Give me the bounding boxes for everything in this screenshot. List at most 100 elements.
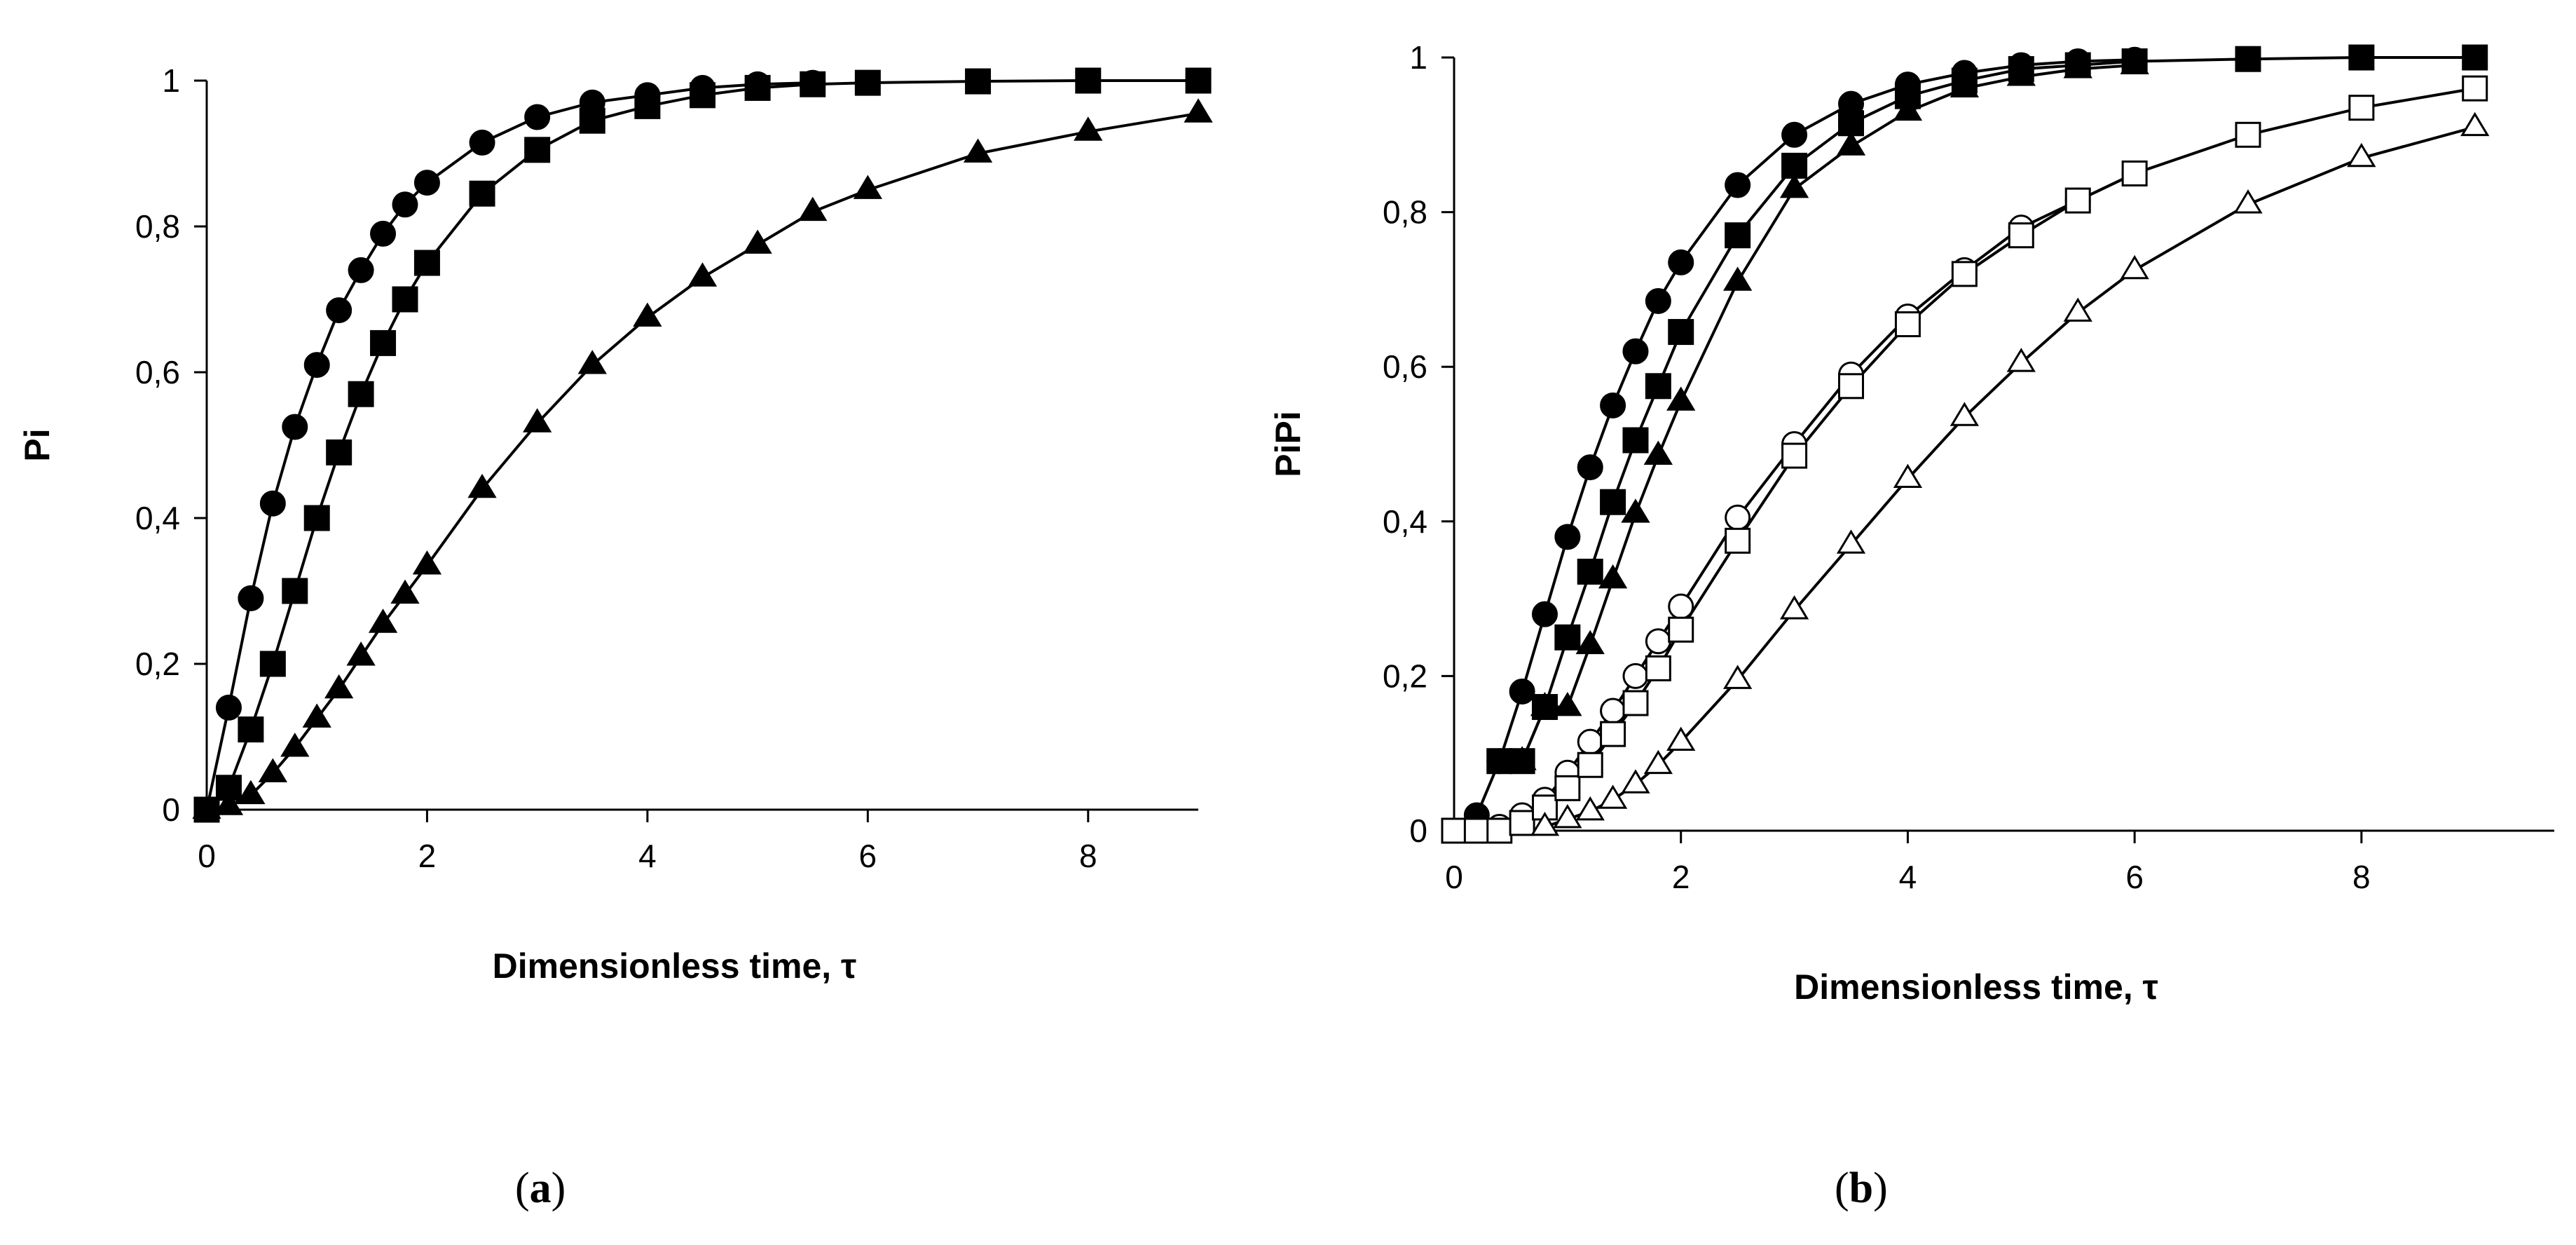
chart-b-open-circles-point: [1645, 628, 1671, 655]
panel-label-a: (a): [515, 1164, 566, 1212]
chart-a-ytick-label: 0,4: [135, 500, 180, 536]
chart-b-filled-circles-point: [1509, 678, 1535, 705]
chart-b-filled-triangles-point: [1575, 630, 1605, 655]
chart-b-open-triangles-point: [1530, 811, 1560, 836]
chart-a-filled-squares-point: [965, 68, 992, 95]
chart-b-open-triangles-point: [2460, 111, 2490, 137]
chart-b-filled-triangles-point: [1530, 692, 1560, 716]
chart-b-open-circles-point: [1622, 662, 1649, 689]
chart-a-filled-circles-point: [303, 352, 330, 379]
chart-a-ylabel: Pi: [18, 428, 57, 461]
chart-a-filled-squares-point: [744, 74, 771, 101]
chart-a-filled-circles-point: [392, 191, 418, 218]
chart-b-open-triangles-point: [1836, 529, 1866, 554]
chart-b-open-triangles-point: [1598, 784, 1628, 809]
chart-b-open-squares-point: [2348, 95, 2375, 121]
chart-b-open-squares-point: [1600, 721, 1626, 747]
chart-a-filled-triangles-point: [467, 473, 497, 498]
chart-b-filled-triangles-point: [2063, 54, 2092, 79]
chart-b-filled-circles-point: [1531, 601, 1558, 627]
chart-a-filled-triangles-point: [798, 196, 828, 222]
chart-b-open-circles-point: [1600, 698, 1626, 724]
chart-a-filled-squares-point: [800, 71, 826, 97]
chart-b-filled-triangles-point: [1553, 692, 1582, 716]
chart-b-open-squares-point: [2121, 160, 2148, 186]
chart-b-filled-triangles-point: [1643, 440, 1673, 465]
chart-b-open-triangles-point: [1950, 402, 1979, 426]
chart-b-xtick-label: 2: [1672, 859, 1690, 895]
chart-a-ytick-label: 1: [162, 62, 180, 99]
chart-b-open-triangles-point: [2347, 142, 2376, 168]
chart-b-filled-circles-point: [1645, 287, 1671, 314]
chart-b-filled-circles-point: [1668, 249, 1694, 275]
chart-b-filled-triangles-point: [1779, 173, 1809, 198]
chart-a-filled-triangles-point: [192, 794, 221, 819]
chart-b-open-circles-point: [1577, 728, 1603, 755]
chart-b-xlabel: Dimensionless time, τ: [1794, 967, 2158, 1007]
chart-b-ylabel: PiPi: [1268, 411, 1308, 477]
chart-a-filled-triangles-point: [687, 262, 718, 287]
chart-b-filled-circles-point: [1622, 338, 1649, 365]
chart-a-filled-triangles-point: [324, 674, 354, 699]
chart-b-open-triangles-point: [1779, 595, 1809, 620]
chart-a-filled-squares-point: [282, 578, 308, 604]
chart-b-filled-circles-point: [1725, 172, 1751, 198]
chart-b-open-squares-point: [1554, 775, 1581, 801]
chart-a-filled-squares-point: [1185, 67, 1212, 94]
chart-a-filled-triangles-point: [523, 408, 552, 433]
chart-b-xtick-label: 0: [1445, 859, 1463, 895]
chart-b-filled-triangles-point: [1950, 73, 1979, 98]
chart-a-filled-circles-point: [413, 170, 440, 196]
chart-a-filled-circles-point: [259, 490, 286, 517]
panel-label-b: (b): [1835, 1164, 1888, 1212]
chart-a-filled-squares-point: [579, 107, 605, 134]
chart-b-filled-triangles-point: [1598, 564, 1628, 589]
chart-b-open-squares-point: [2008, 222, 2034, 249]
chart-b-filled-circles-point: [1781, 121, 1808, 148]
chart-a-filled-triangles-line: [206, 111, 1199, 811]
chart-b-open-squares-point: [1837, 373, 1864, 400]
chart-a-filled-squares-point: [370, 329, 397, 356]
chart-b: 0 0,2 0,4 0,6 0,8 1 0 2 4 6 8 Dimensionless time, τ…: [1268, 39, 2554, 1007]
chart-b-filled-triangles-point: [1621, 498, 1650, 523]
chart-a-ytick-label: 0,6: [135, 354, 180, 390]
chart-a-filled-squares-point: [259, 651, 286, 677]
chart-b-open-triangles-point: [2006, 348, 2036, 372]
chart-b-ytick-label: 1: [1409, 39, 1427, 76]
chart-a-filled-squares-point: [326, 439, 352, 465]
chart-b-open-triangles-point: [2063, 297, 2092, 322]
chart-b-xtick-label: 4: [1899, 859, 1917, 895]
chart-b-filled-squares-point: [1622, 427, 1649, 454]
chart-b-filled-squares-point: [1645, 373, 1671, 400]
chart-b-filled-squares-point: [1577, 558, 1603, 585]
chart-b-open-squares-point: [1668, 616, 1694, 643]
chart-a-filled-triangles-point: [633, 302, 662, 327]
chart-b-open-squares-point: [1951, 261, 1978, 287]
chart-b-filled-squares-point: [1486, 748, 1513, 775]
chart-a-filled-circles-point: [282, 414, 308, 440]
chart-b-ytick-label: 0,8: [1383, 194, 1427, 231]
chart-b-open-circles-line: [1498, 172, 2135, 829]
chart-a-filled-circles-point: [215, 694, 242, 721]
chart-a-ytick-label: 0,8: [135, 208, 180, 245]
chart-a-ytick-label: 0: [162, 791, 180, 828]
chart-b-open-squares-point: [2462, 75, 2488, 102]
chart-a-xtick-label: 4: [638, 838, 657, 874]
chart-b-open-circles-point: [1668, 593, 1694, 620]
chart-a-filled-squares-point: [524, 137, 551, 163]
chart-a-filled-circles-point: [370, 220, 397, 247]
chart-a-filled-triangles-point: [236, 780, 266, 805]
chart-a-xlabel: Dimensionless time, τ: [493, 946, 857, 986]
chart-b-xtick-label: 6: [2125, 859, 2144, 895]
chart-a-filled-squares-point: [854, 69, 881, 96]
chart-b-open-triangles-point: [2120, 254, 2149, 280]
chart-a-filled-triangles-point: [346, 641, 376, 666]
chart-a-xtick-label: 6: [859, 838, 877, 874]
chart-a-filled-triangles-point: [853, 175, 882, 199]
chart-a-xtick-label: 0: [198, 838, 216, 874]
chart-b-open-squares-point: [2235, 121, 2261, 148]
chart-a-filled-triangles-point: [577, 350, 607, 374]
chart-a: 0 0,2 0,4 0,6 0,8 1 0 2 4 6 8 Dimensionless time, τ…: [18, 62, 1213, 986]
chart-b-filled-triangles-point: [1507, 746, 1537, 770]
